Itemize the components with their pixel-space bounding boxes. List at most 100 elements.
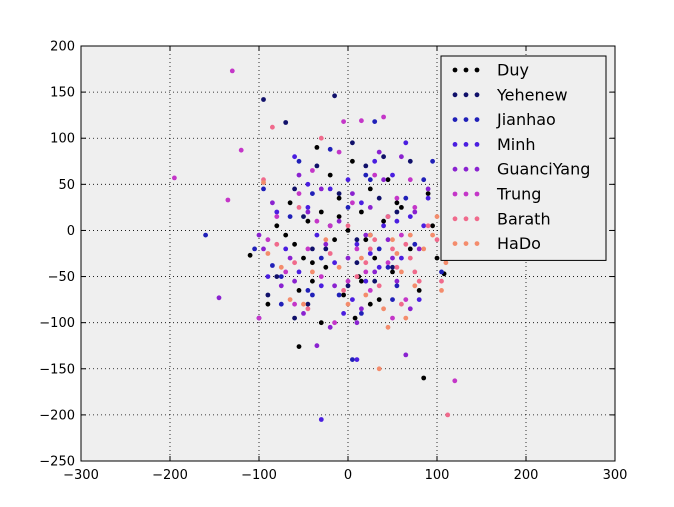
legend-marker	[474, 216, 480, 222]
data-point	[278, 283, 284, 289]
data-point	[332, 320, 337, 326]
data-point	[416, 278, 422, 284]
data-point	[363, 278, 369, 284]
data-point	[359, 209, 364, 215]
data-point	[332, 283, 337, 289]
data-point	[336, 292, 342, 298]
data-point	[372, 172, 378, 178]
legend-item: HaDo	[452, 234, 541, 253]
data-point	[341, 119, 346, 124]
data-point	[265, 237, 271, 243]
y-tick-label: −50	[48, 270, 75, 285]
data-point	[354, 260, 360, 266]
legend-marker	[463, 241, 469, 247]
data-point	[412, 283, 418, 289]
data-point	[439, 269, 444, 275]
data-point	[310, 168, 315, 173]
data-point	[359, 118, 364, 124]
data-point	[278, 301, 284, 307]
y-tick-label: 200	[50, 40, 75, 55]
data-point	[359, 278, 364, 284]
data-point	[381, 114, 386, 120]
data-point	[434, 214, 440, 220]
data-point	[350, 191, 355, 197]
data-point	[336, 191, 342, 197]
data-point	[301, 301, 306, 307]
legend-marker	[463, 142, 469, 147]
data-point	[283, 120, 289, 125]
data-point	[399, 301, 404, 307]
data-point	[363, 172, 369, 178]
data-point	[452, 378, 458, 384]
data-point	[292, 241, 297, 247]
data-point	[247, 252, 253, 258]
series-guanciyang	[216, 149, 431, 358]
y-tick-label: 0	[67, 224, 75, 239]
data-point	[323, 264, 329, 270]
data-point	[305, 205, 311, 210]
data-point	[359, 311, 364, 316]
x-tick-label: 0	[344, 468, 352, 483]
data-point	[352, 315, 358, 321]
legend-marker	[474, 166, 480, 172]
data-point	[434, 237, 440, 243]
data-point	[216, 295, 222, 301]
data-point	[305, 288, 311, 293]
legend-marker	[452, 67, 458, 73]
y-tick-label: 50	[58, 178, 75, 193]
legend-marker	[463, 166, 469, 172]
legend-label: Barath	[497, 209, 551, 228]
legend-marker	[452, 241, 458, 247]
data-point	[363, 163, 369, 169]
data-point	[345, 223, 351, 229]
data-point	[430, 223, 435, 229]
data-point	[296, 288, 302, 293]
legend-marker	[452, 216, 458, 222]
data-point	[385, 324, 391, 330]
data-point	[354, 320, 360, 326]
data-point	[416, 297, 422, 302]
data-point	[394, 209, 400, 215]
data-point	[421, 223, 427, 229]
data-point	[345, 255, 351, 261]
data-point	[287, 297, 293, 302]
data-point	[439, 288, 444, 293]
data-point	[345, 228, 351, 233]
data-point	[425, 195, 431, 201]
data-point	[265, 251, 271, 256]
data-point	[314, 163, 320, 169]
data-point	[385, 237, 391, 243]
data-point	[350, 357, 355, 362]
data-point	[403, 140, 409, 146]
data-point	[292, 154, 297, 160]
data-point	[430, 158, 435, 164]
data-point	[421, 177, 427, 183]
y-tick-label: −250	[39, 455, 75, 470]
data-point	[345, 278, 351, 284]
data-point	[296, 158, 302, 164]
data-point	[376, 264, 382, 270]
data-point	[265, 292, 271, 298]
legend-marker	[474, 92, 480, 98]
legend-box	[440, 55, 607, 261]
data-point	[345, 301, 351, 307]
data-point	[390, 237, 395, 243]
legend-label: Jianhao	[496, 110, 556, 129]
data-point	[305, 246, 311, 252]
data-point	[350, 140, 355, 146]
data-point	[261, 180, 266, 185]
data-point	[336, 195, 342, 201]
data-point	[336, 218, 342, 224]
data-point	[376, 283, 382, 289]
legend-marker	[474, 117, 480, 122]
data-point	[305, 218, 311, 224]
x-tick-label: −300	[63, 468, 99, 483]
y-tick-label: −100	[39, 316, 75, 331]
data-point	[327, 186, 333, 192]
data-point	[443, 260, 449, 266]
y-tick-label: −150	[39, 362, 75, 377]
data-point	[296, 191, 302, 197]
data-point	[399, 255, 404, 261]
data-point	[390, 246, 395, 252]
data-point	[399, 205, 404, 210]
